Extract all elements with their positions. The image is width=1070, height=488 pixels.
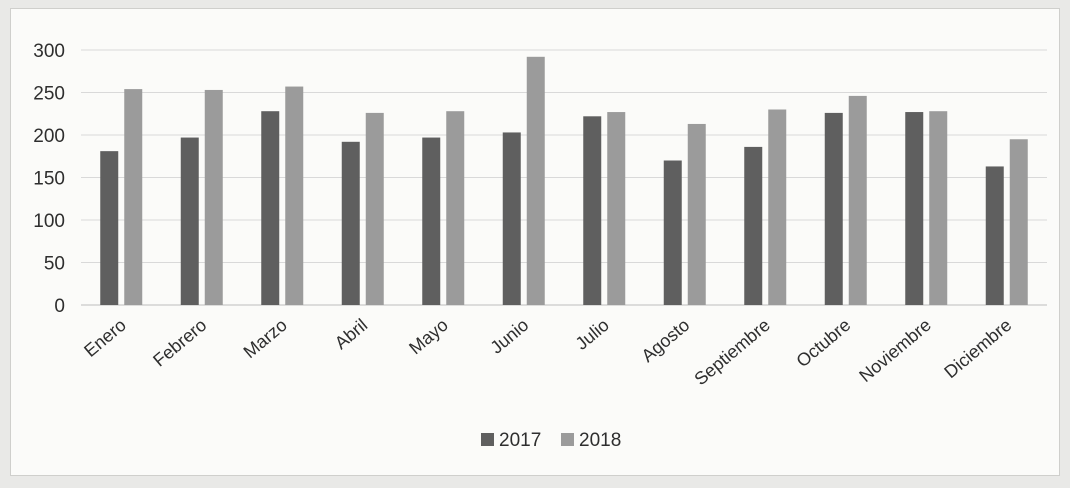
bar-2018-agosto <box>687 123 706 305</box>
bar-2017-agosto <box>663 160 682 305</box>
y-tick-label: 250 <box>33 84 65 105</box>
bar-2017-octubre <box>824 112 843 306</box>
bar-chart: 0 50 100 150 200 250 300 Enero Febrero Marzo Abri… <box>33 41 1047 451</box>
bar-2017-abril <box>341 141 360 305</box>
y-tick-label: 300 <box>33 41 65 62</box>
x-category-label: Febrero <box>149 315 210 371</box>
y-axis-tick-labels: 0 50 100 150 200 250 300 <box>33 41 65 317</box>
x-category-label: Julio <box>572 315 613 354</box>
bar-2018-marzo <box>285 86 304 305</box>
legend-label-2017: 2017 <box>499 430 541 451</box>
bar-2018-septiembre <box>768 109 787 305</box>
x-category-label: Agosto <box>638 315 694 366</box>
x-category-label: Diciembre <box>940 315 1015 382</box>
legend: 2017 2018 <box>481 430 621 451</box>
x-category-label: Noviembre <box>855 315 935 386</box>
y-tick-label: 150 <box>33 169 65 190</box>
x-category-label: Enero <box>80 315 130 361</box>
bar-2017-mayo <box>422 137 441 305</box>
bar-2017-julio <box>583 116 602 305</box>
bar-2017-septiembre <box>744 146 763 305</box>
bars <box>100 56 1028 306</box>
bar-2017-marzo <box>261 111 280 305</box>
gridlines <box>81 49 1047 306</box>
bar-2018-febrero <box>204 89 223 305</box>
x-category-label: Octubre <box>792 315 854 371</box>
bar-2018-julio <box>607 112 626 305</box>
y-tick-label: 50 <box>44 254 65 275</box>
chart-frame: 0 50 100 150 200 250 300 Enero Febrero Marzo Abri… <box>10 8 1060 476</box>
y-tick-label: 100 <box>33 211 65 232</box>
bar-2018-octubre <box>848 95 867 306</box>
legend-swatch-2017 <box>481 433 494 446</box>
y-tick-label: 0 <box>54 296 65 317</box>
bar-2017-febrero <box>180 137 199 305</box>
bar-2018-enero <box>124 89 143 305</box>
y-tick-label: 200 <box>33 126 65 147</box>
bar-2018-diciembre <box>1009 139 1028 305</box>
bar-2018-abril <box>365 112 384 306</box>
x-axis-category-labels: Enero Febrero Marzo Abril Mayo Junio Julio Agos… <box>80 315 1015 389</box>
bar-2018-noviembre <box>929 111 948 305</box>
x-category-label: Septiembre <box>690 315 773 389</box>
x-category-label: Abril <box>331 315 371 353</box>
bar-2017-junio <box>502 132 521 305</box>
x-category-label: Junio <box>487 315 533 358</box>
bar-2017-enero <box>100 151 119 305</box>
legend-swatch-2018 <box>561 433 574 446</box>
bar-2018-mayo <box>446 111 465 305</box>
bar-2017-noviembre <box>905 112 924 305</box>
x-category-label: Marzo <box>240 315 291 362</box>
legend-label-2018: 2018 <box>579 430 621 451</box>
x-category-label: Mayo <box>405 315 452 359</box>
bar-2017-diciembre <box>985 166 1004 305</box>
bar-2018-junio <box>526 56 545 305</box>
